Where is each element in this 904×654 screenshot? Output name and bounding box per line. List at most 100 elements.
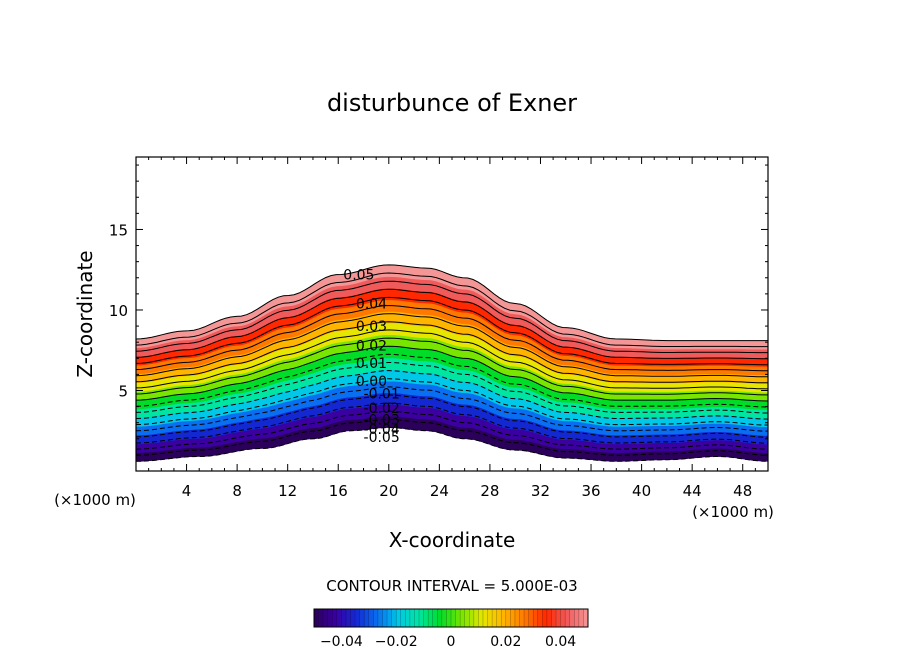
colorbar-cell xyxy=(345,609,351,627)
colorbar-cell xyxy=(336,609,342,627)
contour-line xyxy=(135,394,769,438)
y-axis-label: Z-coordinate xyxy=(73,250,97,377)
colorbar-cell xyxy=(419,609,424,627)
colorbar-cell xyxy=(400,609,406,627)
colorbar-cell xyxy=(350,609,356,627)
chart-title: disturbunce of Exner xyxy=(327,89,577,117)
contour-label: -0.05 xyxy=(364,430,400,446)
contour-line xyxy=(135,386,768,432)
colorbar-cell xyxy=(437,609,443,627)
colorbar-cell xyxy=(524,609,529,627)
contour-line xyxy=(135,288,768,360)
contour-label: 0.02 xyxy=(356,338,387,354)
colorbar-cell xyxy=(537,609,543,627)
colorbar-cell xyxy=(387,609,392,627)
contour-line xyxy=(135,353,769,408)
colorbar-frame xyxy=(313,608,589,628)
x-unit-label-left: (×1000 m) xyxy=(54,491,136,509)
colorbar-tick-label: 0.02 xyxy=(490,634,521,650)
colorbar-cell xyxy=(560,609,566,627)
x-unit-label: (×1000 m) xyxy=(692,503,774,521)
x-tick-label: 12 xyxy=(278,482,297,500)
colorbar-cell xyxy=(405,609,411,627)
y-tick-label: 10 xyxy=(109,302,128,320)
contour-line xyxy=(135,378,769,426)
x-tick-label: 16 xyxy=(329,482,348,500)
colorbar-cell xyxy=(514,609,520,627)
colorbar-cell xyxy=(391,609,397,627)
colorbar-cell xyxy=(569,609,575,627)
contour-label: -0.03 xyxy=(364,412,400,428)
colorbar-cell xyxy=(377,609,383,627)
contour-label: 0.05 xyxy=(343,268,374,284)
colorbar-cell xyxy=(473,609,479,627)
contour-interval-text: CONTOUR INTERVAL = 5.000E-03 xyxy=(326,577,577,595)
colorbar-cell xyxy=(414,609,420,627)
colorbar-cell xyxy=(487,609,493,627)
contour-line xyxy=(135,296,768,366)
colorbar-cell xyxy=(565,609,571,627)
colorbar-cell xyxy=(396,609,402,627)
colorbar-cell xyxy=(364,609,370,627)
colorbar-cell xyxy=(455,609,461,627)
colorbar-cell xyxy=(546,609,552,627)
x-tick-label: 20 xyxy=(379,482,398,500)
y-tick-label: 5 xyxy=(118,382,128,400)
colorbar-cell xyxy=(441,609,447,627)
colorbar: −0.04 −0.02 0 0.02 0.04 xyxy=(313,608,589,650)
contour-line xyxy=(135,272,768,348)
colorbar-cell xyxy=(492,609,497,627)
colorbar-cell xyxy=(432,609,438,627)
contour-label: 0.00 xyxy=(356,374,387,390)
colorbar-cell xyxy=(496,609,502,627)
contour-label: -0.02 xyxy=(364,401,400,417)
colorbar-cell xyxy=(578,609,584,627)
colorbar-cell xyxy=(323,609,328,627)
colorbar-cell xyxy=(460,609,465,627)
colorbar-cell xyxy=(373,609,379,627)
x-tick-label: 32 xyxy=(531,482,550,500)
y-tick-label: 15 xyxy=(109,221,128,239)
colorbar-cell xyxy=(327,609,333,627)
colorbar-tick-label: 0.04 xyxy=(545,634,576,650)
contour-line xyxy=(135,304,769,372)
colorbar-cell xyxy=(446,609,452,627)
x-axis: 4 8 12 16 20 24 28 32 36 40 44 48 xyxy=(148,157,756,500)
colorbar-cell xyxy=(318,609,324,627)
contour-line xyxy=(135,337,768,396)
colorbar-cell xyxy=(583,609,589,627)
x-tick-label: 24 xyxy=(430,482,449,500)
contour-line xyxy=(135,264,768,342)
x-axis-label: X-coordinate xyxy=(389,528,516,552)
contour-line xyxy=(135,313,768,378)
contour-line xyxy=(135,402,769,444)
colorbar-cell xyxy=(533,609,539,627)
colorbar-cell xyxy=(341,609,347,627)
colorbar-cell xyxy=(332,609,338,627)
colorbar-cell xyxy=(355,609,360,627)
colorbar-cell xyxy=(528,609,534,627)
colorbar-cell xyxy=(423,609,429,627)
colorbar-cell xyxy=(469,609,475,627)
contour-label: 0.03 xyxy=(356,319,387,335)
contour-line xyxy=(135,418,769,456)
contour-label: 0.04 xyxy=(356,297,387,313)
colorbar-tick-label: −0.04 xyxy=(320,634,363,650)
colorbar-cell xyxy=(574,609,580,627)
colorbar-cell xyxy=(464,609,470,627)
colorbar-cell xyxy=(556,609,561,627)
contour-line xyxy=(135,345,769,402)
contour-label: 0.01 xyxy=(356,356,387,372)
colorbar-cell xyxy=(368,609,374,627)
colorbar-cell xyxy=(314,609,319,627)
x-tick-label: 48 xyxy=(733,482,752,500)
colorbar-cell xyxy=(478,609,484,627)
colorbar-cell xyxy=(382,609,388,627)
colorbar-cell xyxy=(482,609,488,627)
colorbar-cell xyxy=(359,609,365,627)
x-tick-label: 28 xyxy=(480,482,499,500)
colorbar-cell xyxy=(505,609,511,627)
colorbar-tick-label: 0 xyxy=(447,634,456,650)
colorbar-cell xyxy=(428,609,434,627)
